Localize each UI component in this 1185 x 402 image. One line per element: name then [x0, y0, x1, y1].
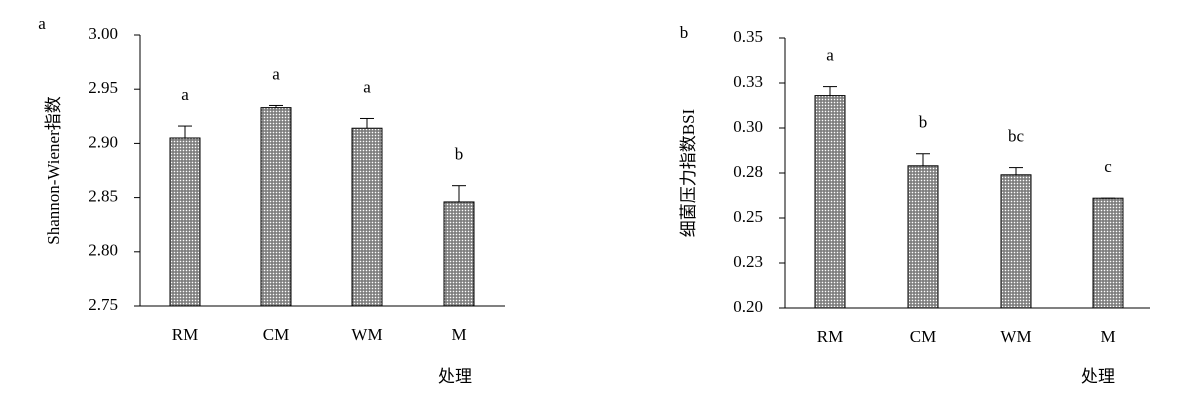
panel-label: a [38, 14, 46, 33]
bar [260, 107, 292, 307]
bar [169, 137, 201, 307]
bar [351, 127, 383, 307]
significance-letter: a [363, 77, 371, 96]
significance-letter: a [181, 85, 189, 104]
significance-letter: b [919, 113, 928, 132]
significance-letter: c [1104, 157, 1112, 176]
x-tick-label: WM [1000, 327, 1031, 346]
significance-letter: bc [1008, 127, 1025, 146]
y-tick-label: 0.25 [733, 207, 763, 226]
bar [1000, 174, 1032, 309]
y-tick-label: 0.28 [733, 162, 763, 181]
significance-letter: a [272, 64, 280, 83]
x-axis-label: 处理 [1081, 367, 1115, 386]
y-axis-label: 细菌压力指数BSI [679, 108, 698, 237]
y-tick-label: 2.90 [88, 132, 118, 151]
x-tick-label: RM [172, 325, 198, 344]
x-tick-label: M [451, 325, 466, 344]
x-tick-label: CM [263, 325, 289, 344]
y-tick-label: 2.75 [88, 295, 118, 314]
significance-letter: b [455, 145, 464, 164]
x-tick-label: CM [910, 327, 936, 346]
y-tick-label: 0.30 [733, 117, 763, 136]
panel-label: b [680, 23, 689, 42]
y-tick-label: 0.20 [733, 297, 763, 316]
y-axis-label: Shannon-Wiener指数 [44, 96, 63, 245]
y-tick-label: 0.23 [733, 252, 763, 271]
y-tick-label: 0.33 [733, 72, 763, 91]
bar [443, 201, 475, 307]
y-tick-label: 3.00 [88, 24, 118, 43]
significance-letter: a [826, 46, 834, 65]
y-tick-label: 2.80 [88, 241, 118, 260]
y-tick-label: 2.95 [88, 78, 118, 97]
x-axis-label: 处理 [438, 367, 472, 386]
bar [814, 95, 846, 309]
x-tick-label: RM [817, 327, 843, 346]
bar [1092, 197, 1124, 309]
x-tick-label: M [1100, 327, 1115, 346]
x-tick-label: WM [351, 325, 382, 344]
y-tick-label: 2.85 [88, 187, 118, 206]
bar [907, 165, 939, 309]
y-tick-label: 0.35 [733, 27, 763, 46]
